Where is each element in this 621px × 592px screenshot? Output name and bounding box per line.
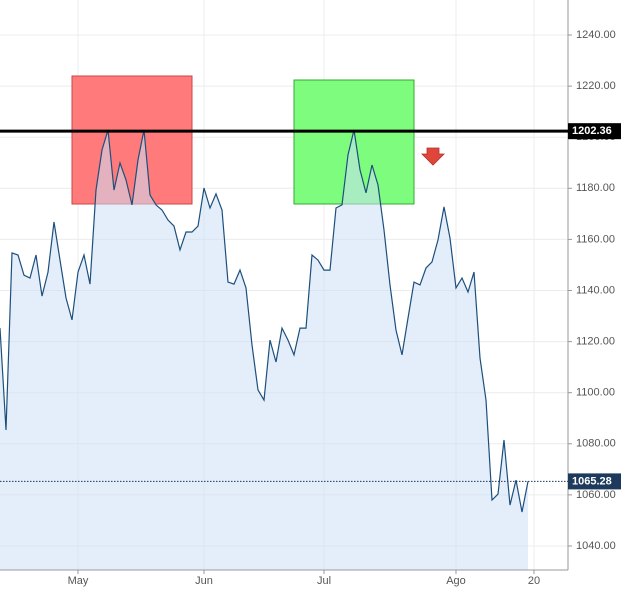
y-tick-label: 1220.00 [576,80,616,92]
y-tick-label: 1120.00 [576,335,615,347]
y-tick-label: 1080.00 [576,438,616,450]
x-tick-label: 20 [528,575,540,587]
price-label-box [568,123,621,140]
y-tick-label: 1040.00 [576,540,616,552]
price-label-box [568,473,621,490]
x-tick-label: May [68,575,89,587]
y-tick-label: 1160.00 [576,233,615,245]
last-price-label: 1065.28 [572,475,612,487]
x-tick-label: Ago [446,575,466,587]
y-tick-label: 1240.00 [576,29,616,41]
line [0,129,529,513]
red-zone [71,75,193,205]
hline-label: 1202.36 [572,125,612,137]
y-tick-label: 1140.00 [576,284,615,296]
y-tick-label: 1100.00 [576,387,615,399]
area [0,130,528,570]
x-tick-label: Jun [195,575,213,587]
x-tick-label: Jul [317,575,331,587]
plot [0,129,529,570]
y-tick-label: 1180.00 [576,182,615,194]
y-tick-label: 1060.00 [576,489,616,501]
down-arrow [421,147,445,166]
